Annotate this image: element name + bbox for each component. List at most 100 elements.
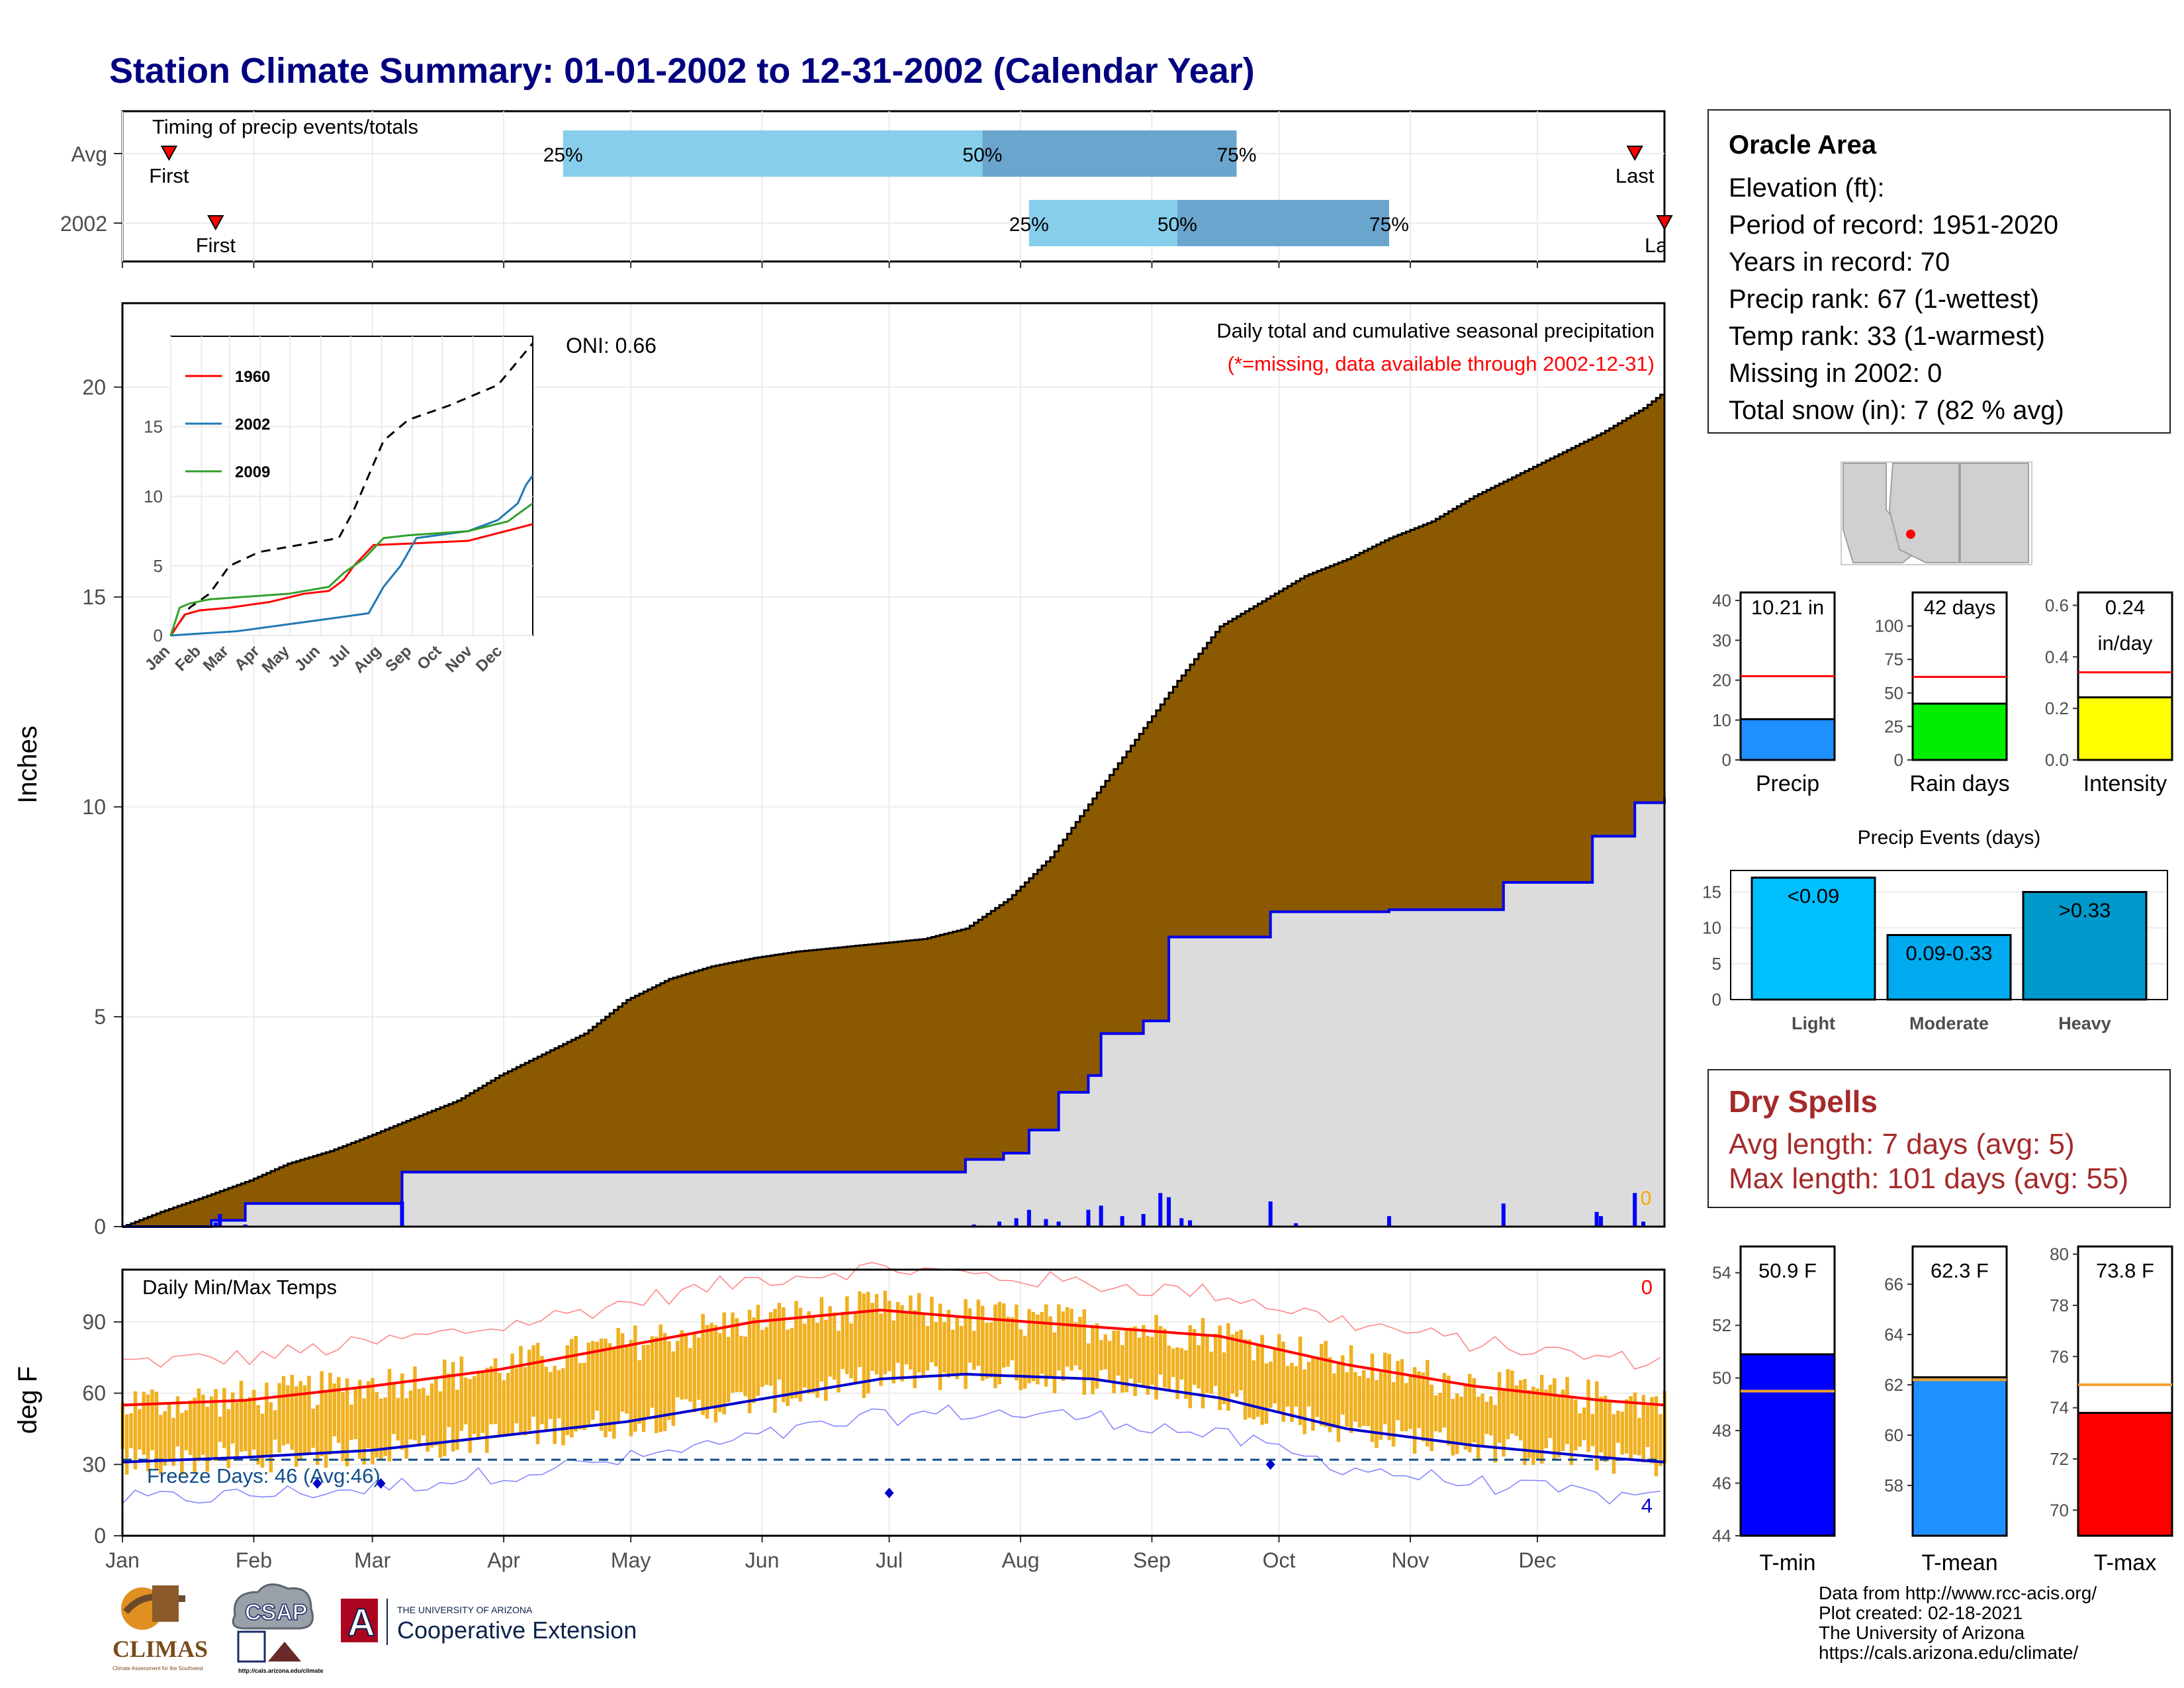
- temp-daily-bar: [498, 1372, 502, 1437]
- temp-daily-bar: [676, 1340, 680, 1397]
- temp-daily-bar: [1065, 1307, 1069, 1367]
- temp-daily-bar: [1599, 1397, 1603, 1453]
- temp-daily-bar: [1574, 1399, 1578, 1451]
- temp-daily-bar: [184, 1410, 189, 1450]
- stat-value-bar: [1911, 702, 2008, 761]
- temp-daily-bar: [1273, 1349, 1277, 1404]
- temp-daily-bar: [599, 1338, 604, 1431]
- precip-daily-bar: [1188, 1220, 1193, 1227]
- temp-daily-bar: [320, 1371, 324, 1456]
- temp-daily-bar: [1387, 1354, 1391, 1440]
- temp-daily-bar: [739, 1335, 743, 1392]
- timing-last-marker: [1626, 146, 1643, 162]
- temp-daily-bar: [336, 1377, 341, 1443]
- precip-frame: [121, 302, 1666, 1228]
- station-snow: Total snow (in): 7 (82 % avg): [1729, 396, 2064, 425]
- temp-daily-bar: [832, 1312, 837, 1380]
- temp-daily-bar: [604, 1338, 608, 1438]
- temp-daily-bar: [819, 1297, 824, 1382]
- temp-daily-bar: [646, 1344, 650, 1419]
- events-bar: [1886, 934, 2012, 1001]
- temp-daily-bar: [1426, 1360, 1430, 1447]
- temp-daily-bar: [1061, 1311, 1066, 1381]
- temp-daily-bar: [1548, 1384, 1553, 1438]
- precip-daily-bar: [1179, 1218, 1184, 1227]
- precip-daily-bar: [1268, 1201, 1273, 1227]
- temp-daily-bar: [574, 1335, 578, 1432]
- temp-daily-bar: [1205, 1335, 1209, 1393]
- temp-daily-bar: [1396, 1360, 1400, 1421]
- temp-daily-bar: [1163, 1329, 1167, 1388]
- temp-daily-bar: [142, 1391, 146, 1455]
- temp-daily-bar: [1531, 1386, 1535, 1465]
- temp-daily-bar: [1023, 1335, 1027, 1389]
- timing-q50-label: 50%: [962, 144, 1002, 166]
- temp-daily-bar: [1057, 1304, 1061, 1371]
- station-name: Oracle Area: [1729, 130, 1877, 160]
- temp-daily-bar: [747, 1309, 752, 1413]
- precip-missing-count: 0: [1641, 1188, 1652, 1209]
- temp-daily-bar: [226, 1409, 231, 1468]
- stat-ytick-label: 25: [1884, 716, 1903, 736]
- events-bar: [1751, 876, 1876, 1001]
- temp-daily-bar: [608, 1343, 612, 1432]
- events-ytick-label: 15: [1702, 882, 1721, 902]
- precip-daily-bar: [1387, 1216, 1391, 1227]
- temp-stat-bar: [1911, 1376, 2008, 1537]
- temp-daily-bar: [1518, 1380, 1523, 1440]
- temp-daily-bar: [1433, 1395, 1438, 1432]
- ua-letter: A: [347, 1601, 375, 1644]
- temp-daily-bar: [942, 1322, 946, 1373]
- temp-daily-bar: [493, 1358, 498, 1425]
- temp-daily-bar: [1391, 1382, 1396, 1447]
- temp-daily-bar: [1142, 1325, 1146, 1387]
- precip-annotation-title: Daily total and cumulative seasonal prec…: [1216, 319, 1655, 342]
- temp-daily-bar: [1175, 1347, 1179, 1399]
- temp-daily-bar: [946, 1309, 951, 1378]
- temp-daily-bar: [705, 1325, 709, 1419]
- credit-university: The University of Arizona: [1819, 1622, 2025, 1643]
- temp-daily-bar: [1040, 1312, 1044, 1374]
- temp-daily-bar: [1285, 1366, 1290, 1407]
- temp-daily-bar: [595, 1341, 599, 1411]
- credits: Data from http://www.rcc-acis.org/ Plot …: [1819, 1583, 2097, 1663]
- temp-daily-bar: [1404, 1383, 1408, 1432]
- temp-daily-bar: [1226, 1323, 1230, 1411]
- temp-daily-bar: [591, 1340, 595, 1421]
- temp-daily-bar: [1506, 1369, 1510, 1440]
- credit-plot-date: Plot created: 02-18-2021: [1819, 1603, 2023, 1623]
- temp-daily-bar: [1197, 1345, 1201, 1389]
- temp-daily-bar: [760, 1330, 764, 1387]
- temp-daily-bar: [837, 1331, 841, 1393]
- temp-daily-bar: [811, 1317, 815, 1393]
- temp-daily-bar: [544, 1366, 549, 1432]
- temp-daily-bar: [510, 1353, 514, 1435]
- temp-daily-bar: [1510, 1370, 1514, 1434]
- month-label: Feb: [236, 1548, 272, 1572]
- temp-stat-ytick-label: 48: [1712, 1421, 1731, 1440]
- temp-daily-bar: [925, 1325, 930, 1371]
- precip-ytick-label: 0: [94, 1215, 106, 1239]
- temp-daily-bar: [993, 1304, 997, 1388]
- temp-daily-bar: [150, 1389, 154, 1450]
- temp-daily-bar: [188, 1400, 193, 1455]
- temp-daily-bar: [701, 1313, 705, 1415]
- temp-diamond-marker: [312, 1478, 322, 1489]
- temp-daily-bar: [722, 1312, 726, 1415]
- temp-daily-bar: [815, 1323, 819, 1398]
- page-title: Station Climate Summary: 01-01-2002 to 1…: [109, 51, 1255, 91]
- temp-daily-bar: [175, 1396, 180, 1447]
- temp-daily-bar: [582, 1362, 586, 1430]
- temp-stat-value-label: 50.9 F: [1758, 1259, 1817, 1282]
- temp-daily-bar: [230, 1392, 235, 1444]
- temp-daily-bar: [1569, 1398, 1574, 1466]
- temp-ytick-label: 60: [82, 1382, 106, 1405]
- temp-daily-bar: [549, 1372, 553, 1419]
- stat-ytick-label: 0: [1722, 750, 1731, 770]
- temp-daily-bar: [1472, 1378, 1476, 1442]
- temp-stat-ytick-label: 50: [1712, 1368, 1731, 1388]
- month-label: Jul: [876, 1548, 903, 1572]
- month-label: Mar: [354, 1548, 390, 1572]
- temp-daily-bar: [260, 1413, 265, 1468]
